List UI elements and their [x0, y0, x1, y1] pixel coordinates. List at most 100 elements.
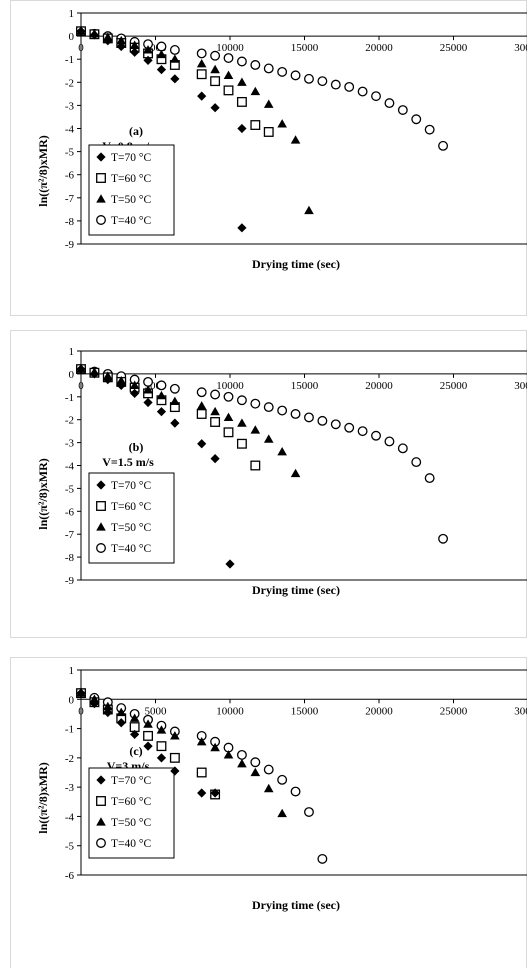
data-point-circle [424, 124, 435, 135]
y-tick-label: 1 [69, 8, 75, 20]
data-point-triangle [116, 35, 127, 45]
data-point-triangle [196, 401, 207, 410]
x-tick-label: 0 [78, 42, 84, 54]
x-axis-title: Drying time (sec) [252, 898, 340, 912]
data-point-diamond [143, 397, 153, 408]
x-tick-label: 15000 [291, 380, 319, 392]
y-axis-title: ln((π²/8)xMR) [36, 762, 50, 834]
x-tick-label: 20000 [365, 42, 393, 54]
legend-marker-triangle [96, 522, 106, 531]
data-point-circle [263, 63, 274, 74]
legend: T=70 °C T=60 °C T=50 °C T=40 °C [88, 144, 175, 236]
legend-marker-circle [96, 838, 106, 848]
data-point-triangle [223, 750, 234, 759]
data-point-circle [397, 105, 408, 115]
y-tick-label: -5 [65, 147, 75, 159]
data-point-circle [304, 807, 314, 817]
y-tick-label: -6 [65, 170, 75, 182]
data-point-triangle [129, 380, 140, 389]
data-point-diamond [76, 688, 86, 698]
data-point-circle [330, 79, 341, 90]
data-point-diamond [210, 103, 220, 113]
y-tick-label: -1 [65, 392, 74, 404]
data-point-circle [277, 66, 288, 77]
data-point-circle [210, 389, 221, 400]
x-tick-label: 25000 [440, 42, 468, 54]
data-point-triangle [277, 119, 287, 128]
panel-annotation-b-line-2: V=1.5 m/s [102, 455, 154, 469]
data-point-triangle [156, 725, 167, 734]
legend-entry: T=50 °C [111, 817, 151, 829]
chart-panel-a: 1 0 -1 -2 -3 -4 -5 -6 -7 -8 -9 0 5000 10000 15000 20000… [10, 0, 527, 316]
data-point-square [250, 120, 261, 130]
data-point-circle [371, 430, 381, 441]
data-point-triangle [143, 719, 153, 728]
data-point-triangle [223, 412, 234, 422]
y-tick-label: 0 [69, 694, 75, 706]
x-tick-label: 30000 [514, 42, 527, 54]
x-tick-label: 0 [78, 380, 84, 392]
y-tick-label: -3 [65, 782, 75, 794]
legend-entry: T=70 °C [111, 480, 151, 492]
legend-entry: T=60 °C [111, 173, 151, 185]
x-tick-label: 5000 [145, 705, 168, 717]
data-point-circle [290, 409, 301, 419]
y-tick-label: -3 [65, 438, 75, 450]
data-point-diamond [210, 788, 220, 798]
y-tick-label: -6 [65, 870, 75, 882]
legend-marker-triangle [96, 817, 106, 826]
data-point-triangle [237, 418, 247, 427]
data-point-diamond [76, 364, 86, 374]
data-point-square [223, 85, 234, 96]
data-point-circle [290, 786, 301, 797]
data-point-triangle [129, 40, 140, 49]
data-point-square [236, 96, 247, 107]
data-point-diamond [170, 766, 180, 776]
y-tick-label: -6 [65, 506, 75, 518]
data-point-triangle [290, 468, 301, 478]
legend-marker-circle [96, 215, 106, 225]
data-point-circle [236, 749, 247, 760]
x-tick-label: 30000 [514, 705, 527, 717]
data-point-circle [196, 48, 207, 59]
data-point-triangle [304, 205, 314, 215]
data-point-triangle [170, 396, 180, 405]
legend-marker-square [96, 173, 106, 183]
y-tick-label: -2 [65, 77, 74, 89]
legend-marker-diamond [96, 775, 106, 785]
y-tick-label: -4 [65, 461, 75, 473]
data-point-circle [438, 533, 449, 544]
data-point-triangle [237, 77, 247, 86]
data-point-square [169, 752, 180, 763]
data-point-triangle [129, 713, 140, 722]
data-point-triangle [143, 385, 153, 394]
chart-panel-c: 1 0 -1 -2 -3 -4 -5 -6 0 5000 10000 15000 20000 25000 3… [10, 657, 527, 968]
data-point-triangle [156, 390, 167, 400]
data-point-circle [236, 395, 247, 406]
data-point-circle [250, 60, 261, 70]
data-point-diamond [130, 388, 140, 398]
data-point-circle [357, 426, 368, 437]
legend-entry: T=50 °C [111, 194, 151, 206]
series-triangle [76, 688, 287, 818]
data-point-triangle [277, 446, 287, 456]
x-tick-label: 20000 [365, 380, 393, 392]
y-tick-label: -2 [65, 753, 74, 765]
y-tick-label: -8 [65, 216, 75, 228]
panel-annotation-a-line-1: (a) [129, 124, 143, 138]
legend-entry: T=60 °C [111, 501, 151, 513]
data-point-diamond [156, 407, 167, 417]
y-tick-label: -4 [65, 124, 75, 136]
data-point-circle [371, 91, 381, 102]
data-point-circle [156, 380, 167, 391]
data-point-diamond [156, 753, 167, 763]
data-point-diamond [197, 439, 207, 449]
x-tick-label: 25000 [440, 380, 468, 392]
data-point-circle [143, 376, 154, 387]
data-point-diamond [210, 454, 220, 464]
data-point-circle [317, 853, 328, 864]
data-point-circle [290, 70, 301, 81]
data-point-diamond [156, 64, 167, 75]
legend-entry: T=50 °C [111, 522, 151, 534]
legend-marker-circle [96, 543, 106, 553]
